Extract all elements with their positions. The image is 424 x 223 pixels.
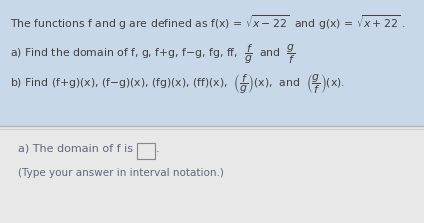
Text: (Type your answer in interval notation.): (Type your answer in interval notation.) <box>18 168 224 178</box>
Text: b) Find (f+g)(x), (f$-$g)(x), (fg)(x), (ff)(x),  $\left(\dfrac{f}{g}\right)$(x),: b) Find (f+g)(x), (f$-$g)(x), (fg)(x), (… <box>10 73 345 96</box>
Text: a) The domain of f is: a) The domain of f is <box>18 144 137 154</box>
FancyBboxPatch shape <box>137 143 155 159</box>
Text: The functions f and g are defined as f(x) = $\sqrt{x-22}$  and g(x) = $\sqrt{x+2: The functions f and g are defined as f(x… <box>10 13 406 32</box>
Text: a) Find the domain of f, g, f+g, f$-$g, fg, ff,  $\dfrac{f}{g}$  and  $\dfrac{g}: a) Find the domain of f, g, f+g, f$-$g, … <box>10 43 296 66</box>
Bar <box>0 126 424 223</box>
Bar <box>0 0 424 126</box>
Text: .: . <box>156 144 159 154</box>
